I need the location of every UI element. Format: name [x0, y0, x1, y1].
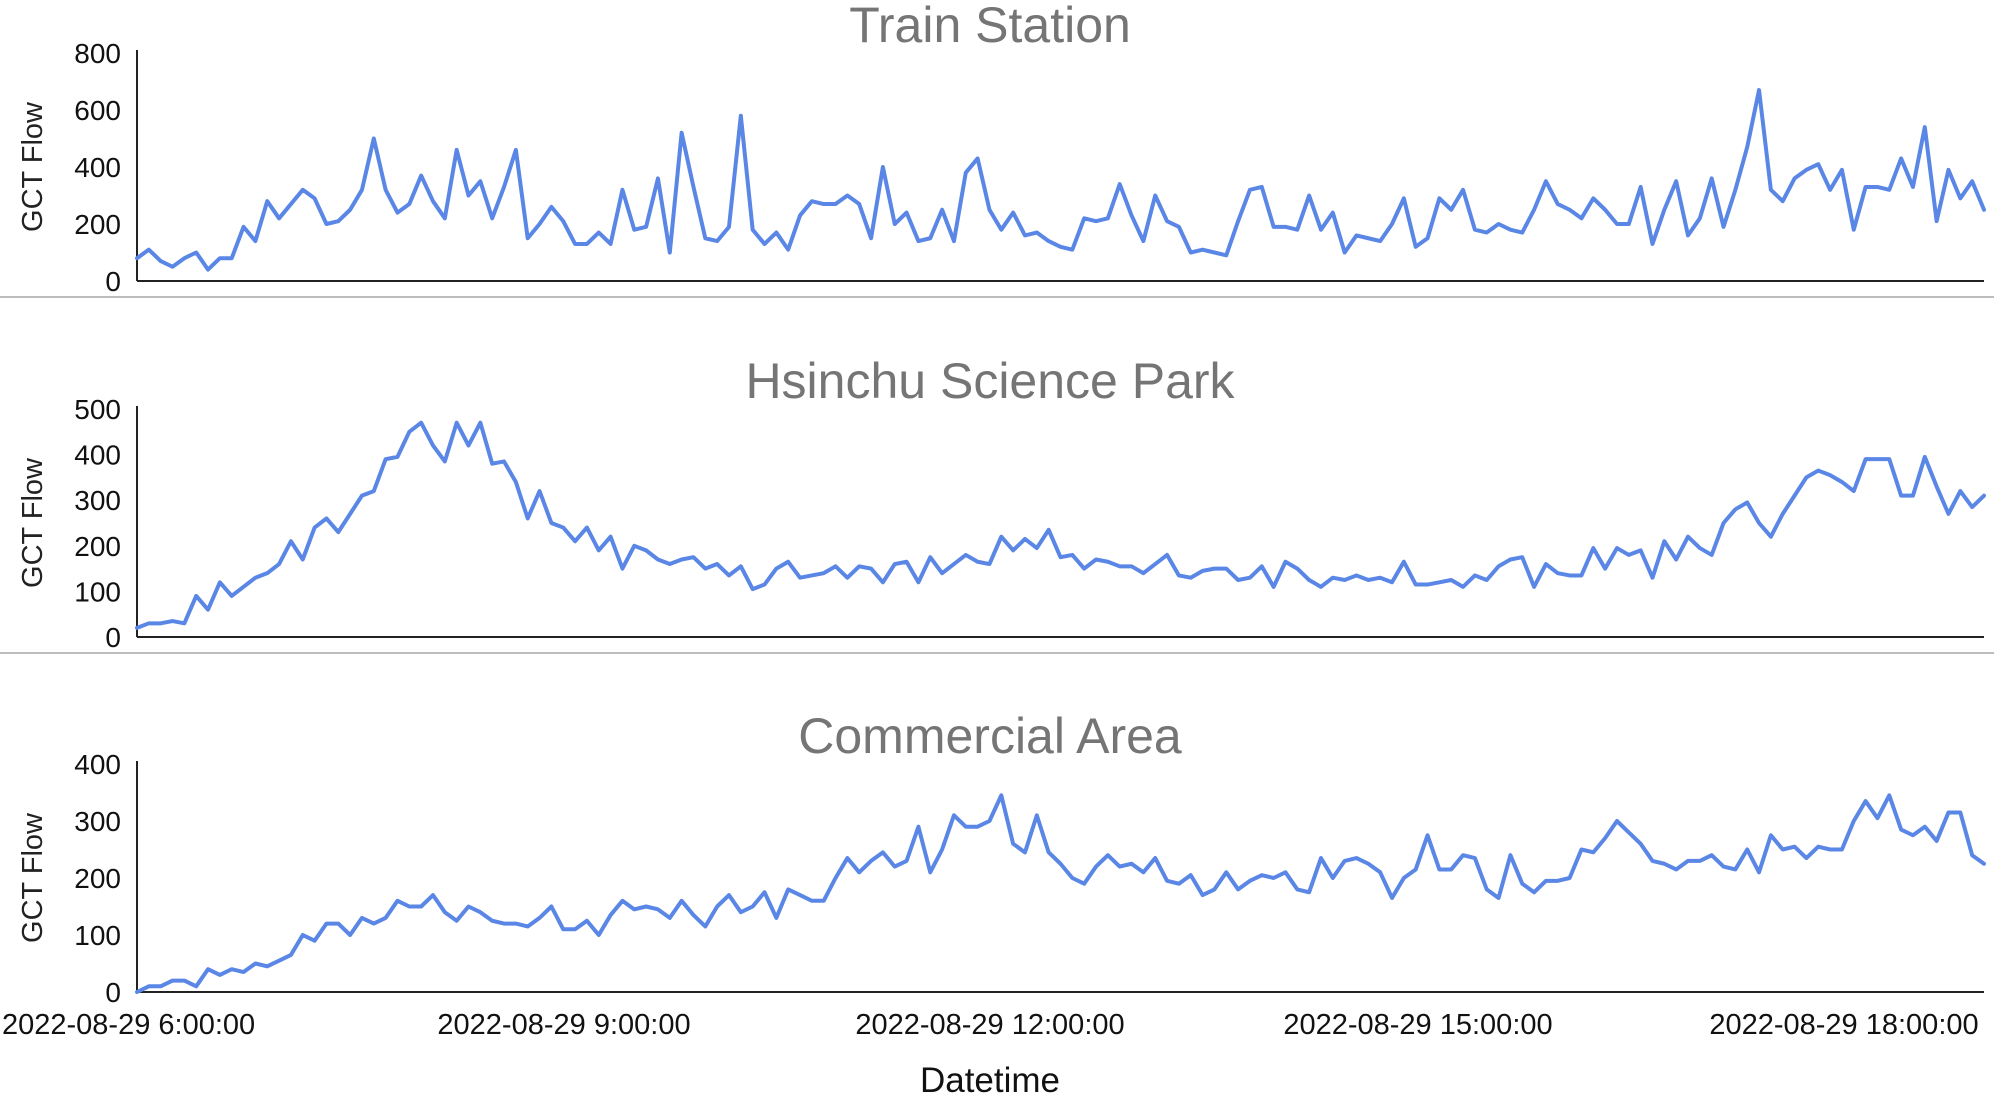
x-tick-label: 2022-08-29 6:00:00	[2, 1009, 255, 1041]
y-tick-label: 200	[74, 531, 121, 562]
y-axis-label: GCT Flow	[17, 812, 49, 943]
x-tick-label: 2022-08-29 9:00:00	[437, 1009, 690, 1041]
y-tick-label: 0	[105, 977, 121, 1008]
series-line	[135, 88, 1986, 272]
y-tick-label: 400	[74, 152, 121, 183]
y-tick-label: 300	[74, 485, 121, 516]
series-line	[135, 420, 1986, 630]
x-axis-label: Datetime	[920, 1061, 1060, 1100]
y-tick-label: 300	[74, 806, 121, 837]
y-tick-label: 200	[74, 863, 121, 894]
series-line	[135, 793, 1986, 994]
y-axis-label: GCT Flow	[17, 101, 49, 232]
y-tick-label: 0	[105, 622, 121, 653]
y-tick-label: 500	[74, 394, 121, 425]
y-tick-label: 800	[74, 38, 121, 69]
y-tick-label: 100	[74, 920, 121, 951]
y-axis-label: GCT Flow	[17, 457, 49, 588]
y-tick-label: 100	[74, 576, 121, 607]
chart-title: Hsinchu Science Park	[745, 353, 1235, 409]
x-tick-label: 2022-08-29 12:00:00	[855, 1009, 1124, 1041]
chart-title: Train Station	[849, 0, 1131, 53]
y-tick-label: 400	[74, 749, 121, 780]
x-tick-label: 2022-08-29 15:00:00	[1283, 1009, 1552, 1041]
y-tick-label: 600	[74, 95, 121, 126]
x-tick-label: 2022-08-29 18:00:00	[1709, 1009, 1978, 1041]
y-tick-label: 200	[74, 209, 121, 240]
chart-title: Commercial Area	[798, 708, 1182, 764]
y-tick-label: 400	[74, 440, 121, 471]
y-tick-label: 0	[105, 266, 121, 297]
